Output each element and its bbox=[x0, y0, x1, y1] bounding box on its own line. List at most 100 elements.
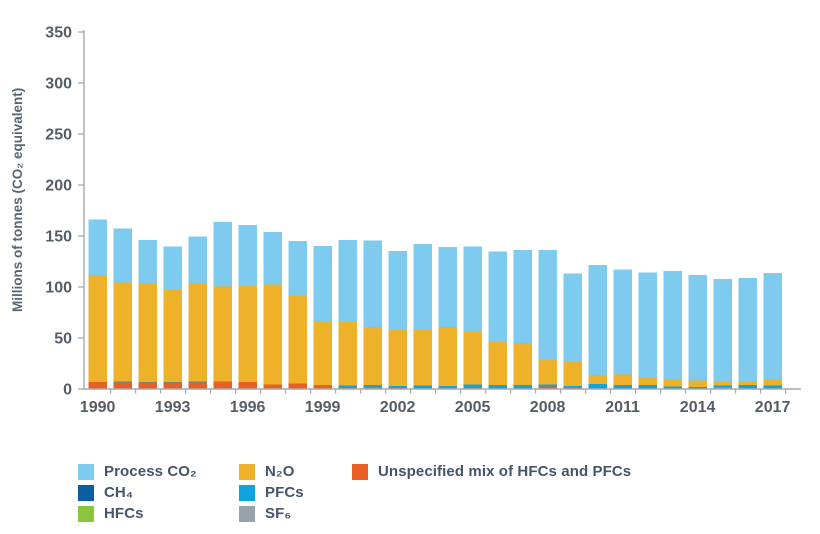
legend-label-pfcs: PFCs bbox=[265, 484, 304, 501]
chart-area: 0 50 100 150 200 250 300 350 1990 1993 1996 1999 200… bbox=[10, 25, 801, 416]
bar-segment-1990-unspec bbox=[88, 381, 107, 389]
legend-swatch-process_co2 bbox=[78, 463, 94, 480]
legend-swatch-hfcs bbox=[78, 505, 94, 522]
x-tick-label-1990: 1990 bbox=[80, 399, 116, 416]
legend-label-hfcs: HFCs bbox=[104, 505, 144, 522]
bar-segment-1999-n2o bbox=[313, 322, 332, 389]
legend-entry-unspec: Unspecified mix of HFCs and PFCs bbox=[352, 461, 631, 482]
bar-segment-2005-pfcs bbox=[463, 384, 482, 389]
legend-swatch-n2o bbox=[239, 463, 255, 480]
bar-segment-2003-n2o bbox=[413, 329, 432, 389]
y-tick-label: 300 bbox=[45, 76, 72, 93]
bar-segment-2001-unspec bbox=[363, 387, 382, 389]
bar-segment-2016-pfcs bbox=[738, 385, 757, 389]
bar-segment-2007-pfcs bbox=[513, 385, 532, 389]
legend-label-process_co2: Process CO₂ bbox=[104, 463, 197, 480]
y-tick-label: 200 bbox=[45, 178, 72, 195]
bar-segment-2001-n2o bbox=[363, 327, 382, 389]
bar-segment-2014-n2o bbox=[688, 380, 707, 389]
bar-segment-1993-n2o bbox=[163, 289, 182, 390]
bar-segment-1996-unspec bbox=[238, 381, 257, 389]
bar-segment-2004-pfcs bbox=[438, 385, 457, 389]
x-tick-label-1999: 1999 bbox=[305, 399, 341, 416]
legend-label-n2o: N₂O bbox=[265, 463, 295, 480]
bar-segment-2013-n2o bbox=[663, 379, 682, 389]
bar-segment-2010-pfcs bbox=[588, 384, 607, 389]
legend-entry-process_co2: Process CO₂ bbox=[78, 461, 197, 482]
bar-segment-2013-pfcs bbox=[663, 386, 682, 389]
bar-segment-1995-unspec bbox=[213, 381, 232, 389]
y-tick-label: 100 bbox=[45, 280, 72, 297]
bar-segment-2017-n2o bbox=[763, 379, 782, 389]
x-tick-label-2002: 2002 bbox=[380, 399, 416, 416]
bar-segment-1991-unspec bbox=[113, 382, 132, 389]
emissions-stacked-bar-chart: 0 50 100 150 200 250 300 350 1990 1993 1996 1999 200… bbox=[10, 25, 801, 416]
bars-group bbox=[88, 219, 782, 390]
legend-column-1: N₂O PFCs SF₆ bbox=[239, 461, 304, 524]
bar-segment-1998-unspec bbox=[288, 383, 307, 389]
x-tick-label-1993: 1993 bbox=[155, 399, 191, 416]
bar-segment-2011-process_co2 bbox=[613, 269, 632, 389]
y-tick-label: 50 bbox=[54, 331, 72, 348]
bar-segment-2008-unspec bbox=[538, 386, 557, 389]
bar-segment-2009-unspec bbox=[563, 387, 582, 389]
bar-segment-2012-pfcs bbox=[638, 384, 657, 389]
bar-segment-2012-n2o bbox=[638, 377, 657, 389]
bar-segment-2011-pfcs bbox=[613, 384, 632, 389]
bar-segment-2010-process_co2 bbox=[588, 264, 607, 389]
legend-entry-n2o: N₂O bbox=[239, 461, 304, 482]
bar-segment-2017-process_co2 bbox=[763, 273, 782, 389]
bar-segment-1998-n2o bbox=[288, 295, 307, 389]
bar-segment-2009-process_co2 bbox=[563, 273, 582, 389]
y-tick-label: 350 bbox=[45, 25, 72, 42]
bar-segment-2014-process_co2 bbox=[688, 274, 707, 389]
bar-segment-1995-n2o bbox=[213, 286, 232, 389]
y-tick-label: 150 bbox=[45, 229, 72, 246]
bar-segment-2012-process_co2 bbox=[638, 272, 657, 389]
bar-segment-1994-n2o bbox=[188, 282, 207, 389]
bar-segment-2014-pfcs bbox=[688, 387, 707, 389]
bar-segment-2004-n2o bbox=[438, 327, 457, 389]
x-tick-label-2011: 2011 bbox=[605, 399, 640, 416]
bar-segment-2008-n2o bbox=[538, 360, 557, 389]
bar-segment-2002-pfcs bbox=[388, 386, 407, 389]
x-tick-label-1996: 1996 bbox=[230, 399, 266, 416]
legend-entry-ch4: CH₄ bbox=[78, 482, 197, 503]
bar-segment-2002-n2o bbox=[388, 330, 407, 389]
x-tick-label-2017: 2017 bbox=[755, 399, 791, 416]
bar-segment-2015-pfcs bbox=[713, 385, 732, 389]
bar-segment-2003-pfcs bbox=[413, 385, 432, 389]
legend-label-ch4: CH₄ bbox=[104, 484, 134, 501]
bar-segment-2009-n2o bbox=[563, 361, 582, 389]
bar-segment-2005-n2o bbox=[463, 331, 482, 389]
bar-segment-2007-n2o bbox=[513, 342, 532, 389]
legend-entry-sf6: SF₆ bbox=[239, 503, 304, 524]
bar-segment-1990-n2o bbox=[88, 274, 107, 389]
bar-segment-2008-process_co2 bbox=[538, 249, 557, 389]
bar-segment-1993-unspec bbox=[163, 382, 182, 389]
bar-segment-2006-n2o bbox=[488, 341, 507, 389]
legend-swatch-sf6 bbox=[239, 505, 255, 522]
bar-segment-1997-n2o bbox=[263, 284, 282, 389]
y-tick-label: 0 bbox=[63, 382, 72, 399]
x-tick-label-2008: 2008 bbox=[530, 399, 566, 416]
bar-segment-1991-n2o bbox=[113, 282, 132, 389]
chart-legend: Process CO₂ CH₄ HFCs N₂O PFCs SF₆ Unspecified … bbox=[0, 458, 820, 534]
legend-column-0: Process CO₂ CH₄ HFCs bbox=[78, 461, 197, 524]
legend-swatch-unspec bbox=[352, 463, 368, 480]
legend-swatch-ch4 bbox=[78, 484, 94, 501]
bar-segment-2016-process_co2 bbox=[738, 277, 757, 389]
legend-label-sf6: SF₆ bbox=[265, 505, 292, 522]
legend-swatch-pfcs bbox=[239, 484, 255, 501]
legend-entry-hfcs: HFCs bbox=[78, 503, 197, 524]
bar-segment-1992-unspec bbox=[138, 382, 157, 389]
bar-segment-1997-unspec bbox=[263, 384, 282, 389]
y-tick-label: 250 bbox=[45, 127, 72, 144]
bar-segment-2000-n2o bbox=[338, 322, 357, 389]
bar-segment-2013-process_co2 bbox=[663, 271, 682, 389]
bar-segment-2015-process_co2 bbox=[713, 278, 732, 389]
legend-entry-pfcs: PFCs bbox=[239, 482, 304, 503]
bar-segment-1996-n2o bbox=[238, 285, 257, 389]
bar-segment-1999-unspec bbox=[313, 384, 332, 389]
